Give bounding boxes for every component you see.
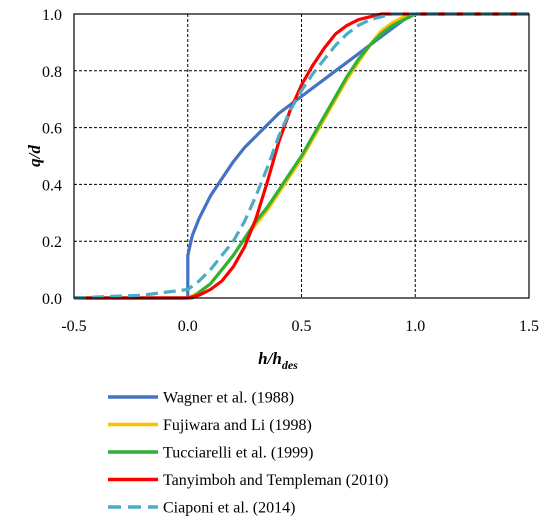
x-axis-title-main: h/h (258, 349, 282, 368)
series-line-3 (74, 12, 529, 300)
series-lines (73, 12, 529, 300)
series-line-1 (74, 12, 529, 300)
y-tick-label: 0.0 (42, 291, 62, 308)
plot-frame (73, 13, 530, 299)
x-tick-label: 0.0 (178, 318, 198, 335)
legend-entry: Ciaponi et al. (2014) (163, 500, 295, 517)
series-line-5 (73, 12, 529, 300)
x-axis-title-subscript: des (282, 358, 298, 372)
x-tick-label: -0.5 (61, 318, 86, 335)
legend: Wagner et al. (1988) Fujiwara and Li (199… (108, 390, 388, 517)
y-axis-title: q/d (25, 145, 44, 167)
legend-entry: Wagner et al. (1988) (163, 390, 294, 407)
y-tick-label: 1.0 (42, 7, 62, 24)
x-tick-label: 1.0 (405, 318, 425, 335)
legend-entry: Tanyimboh and Templeman (2010) (163, 472, 388, 489)
legend-entry: Fujiwara and Li (1998) (163, 417, 312, 434)
x-tick-label: 1.5 (519, 318, 539, 335)
x-axis-title: h/hdes (258, 349, 298, 372)
tick-labels: -0.5 0.0 0.5 1.0 1.5 0.0 0.2 0.4 0.6 0.8 1.0 (42, 7, 539, 335)
y-tick-label: 0.6 (42, 121, 62, 138)
y-tick-label: 0.4 (42, 177, 62, 194)
legend-entry: Tucciarelli et al. (1999) (163, 445, 313, 462)
y-tick-label: 0.2 (42, 234, 62, 251)
grid (74, 14, 529, 298)
y-tick-label: 0.8 (42, 64, 62, 81)
axis-titles: q/d h/hdes (25, 145, 298, 372)
x-tick-label: 0.5 (292, 318, 312, 335)
